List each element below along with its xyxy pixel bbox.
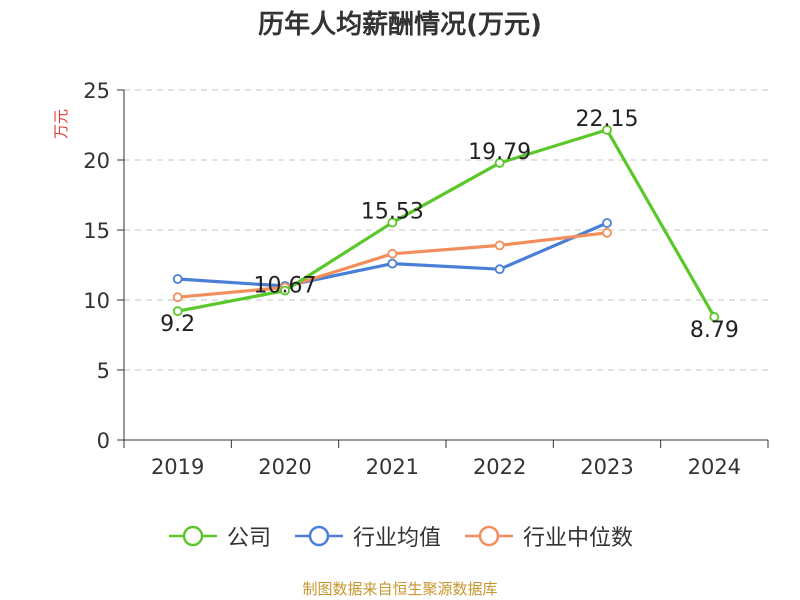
data-point-marker [387, 258, 398, 269]
x-axis-ticks: 2019 2020 2021 2022 2023 2024 [123, 440, 769, 479]
y-tick-label: 15 [83, 219, 110, 243]
legend-item-industry-median[interactable]: 行业中位数 [463, 520, 633, 552]
y-axis-ticks: 0 5 10 15 20 25 [83, 79, 124, 453]
legend-label: 行业中位数 [523, 526, 634, 551]
x-tick-label: 2024 [688, 455, 741, 479]
data-label: 19.79 [468, 140, 531, 165]
legend-line-marker-icon [465, 525, 513, 547]
data-labels: 9.2 10.67 15.53 19.79 22.15 8.79 [160, 107, 739, 343]
x-tick-label: 2021 [366, 455, 419, 479]
line-chart: 万元 0 5 10 15 20 25 2019 2020 2021 2022 2023 2024 9… [52, 79, 769, 479]
data-point-marker [494, 158, 505, 168]
y-tick-label: 25 [83, 79, 110, 103]
data-label: 10.67 [254, 274, 317, 299]
data-point-marker [494, 264, 505, 275]
data-label: 15.53 [361, 200, 424, 225]
data-point-marker [172, 292, 183, 303]
legend: 公司 行业均值 行业中位数 [0, 520, 800, 552]
y-tick-label: 5 [97, 359, 110, 383]
data-point-marker [280, 285, 290, 296]
legend-label: 行业均值 [352, 526, 441, 551]
grid-lines [124, 89, 768, 371]
series-group [172, 124, 720, 322]
x-tick-label: 2020 [258, 455, 311, 479]
x-tick-label: 2023 [580, 455, 633, 479]
y-axis-label: 万元 [52, 109, 70, 139]
legend-line-marker-icon [294, 525, 343, 547]
data-point-marker [602, 124, 612, 135]
data-source-note: 制图数据来自恒生聚源数据库 [302, 580, 498, 598]
data-label: 22.15 [576, 107, 639, 132]
data-point-marker [387, 248, 398, 259]
data-point-marker [172, 274, 183, 284]
legend-line-marker-icon [168, 525, 217, 547]
data-label: 8.79 [690, 318, 739, 343]
data-point-marker [387, 217, 398, 228]
x-tick-label: 2019 [151, 455, 204, 479]
y-tick-label: 10 [83, 289, 110, 313]
data-point-marker [494, 240, 505, 251]
legend-item-company[interactable]: 公司 [167, 520, 271, 552]
chart-title: 历年人均薪酬情况(万元) [258, 10, 542, 40]
legend-label: 公司 [226, 526, 271, 551]
x-tick-label: 2022 [473, 455, 526, 479]
data-point-marker [709, 312, 720, 322]
data-point-marker [602, 227, 612, 238]
y-tick-label: 20 [83, 149, 110, 173]
data-point-marker [172, 306, 183, 317]
y-tick-label: 0 [97, 429, 110, 453]
legend-item-industry-mean[interactable]: 行业均值 [293, 520, 441, 552]
data-label: 9.2 [160, 312, 195, 337]
series-line [177, 128, 716, 318]
data-point-marker [602, 218, 612, 228]
